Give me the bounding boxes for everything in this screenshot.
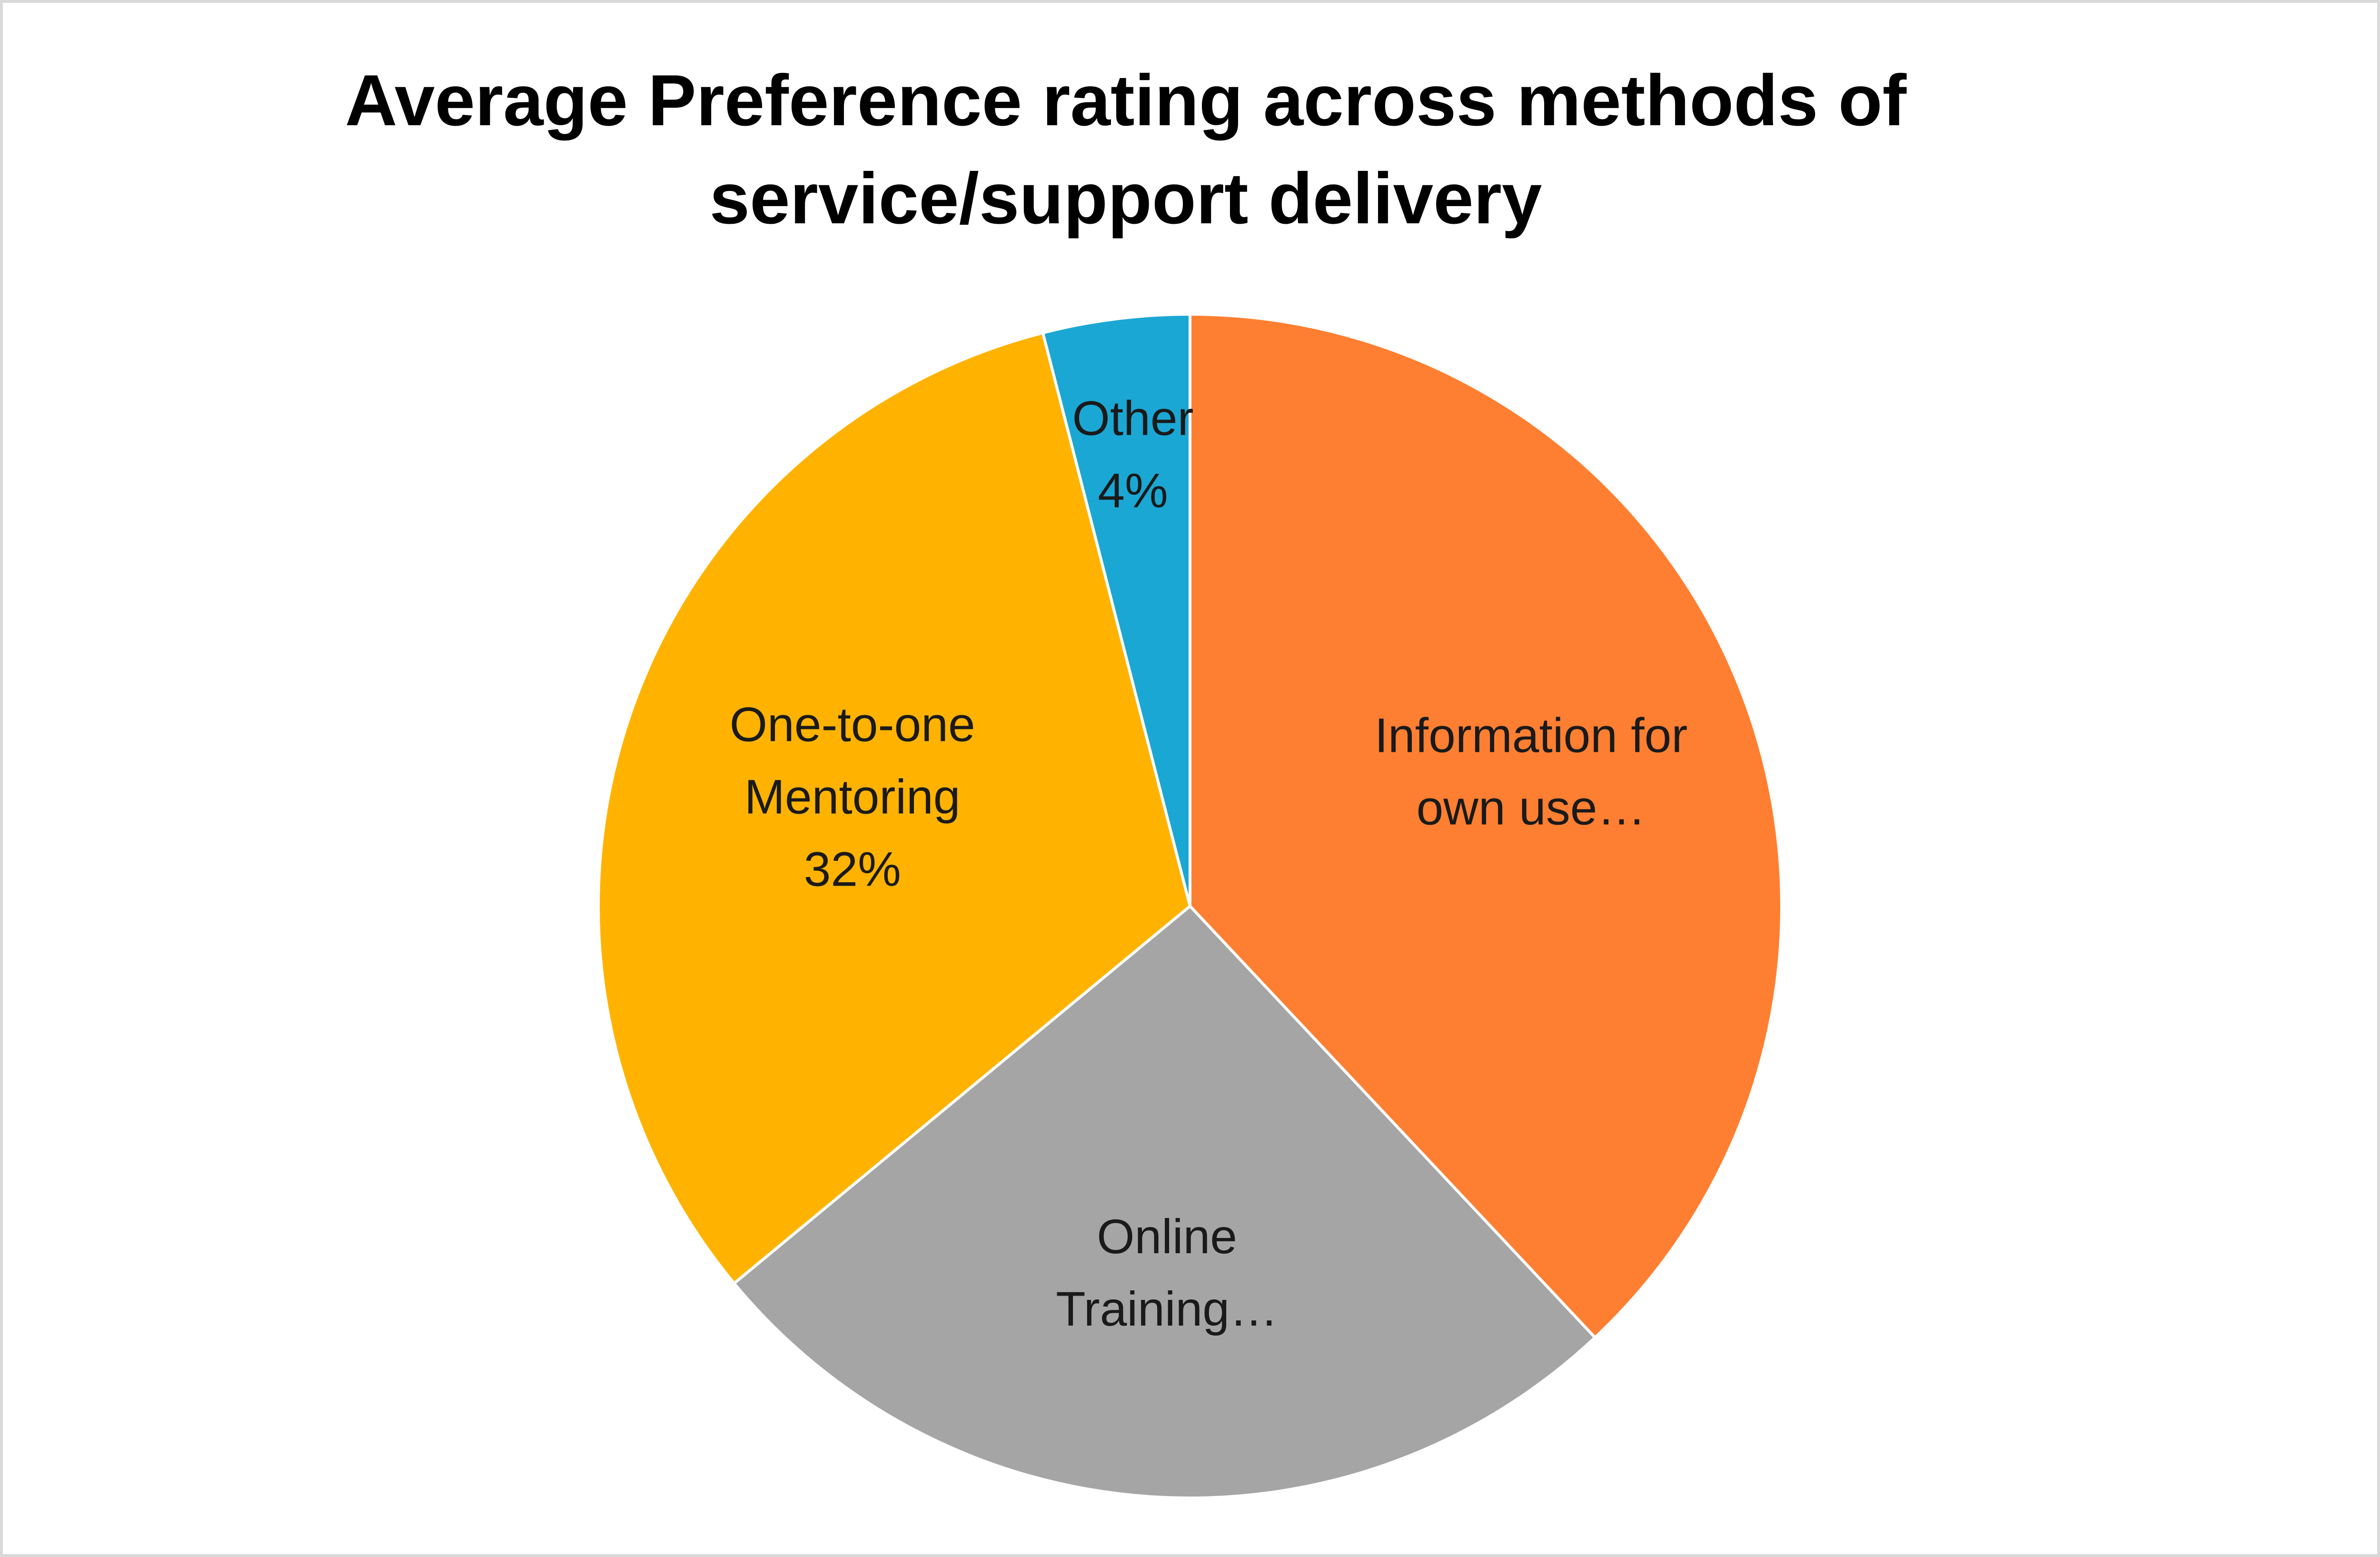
slice-label-0: Information for own use… [1375,708,1688,835]
pie-slice-2 [597,331,1192,1286]
slice-label-2-line-0: One-to-one [730,698,975,752]
slice-label-3: Other 4% [1072,391,1193,518]
slice-label-2: One-to-one Mentoring 32% [730,698,975,897]
slice-label-1-line-0: Online [1097,1209,1237,1264]
pie-slice-0 [1189,312,1783,1340]
chart-title-line-2: service/support delivery [709,158,1542,239]
slice-label-3-line-0: Other [1072,391,1193,445]
pie-slice-1 [732,904,1597,1499]
slice-label-3-line-1: 4% [1098,463,1168,518]
slice-label-2-line-2: 32% [804,842,901,897]
slice-label-1-line-1: Training… [1056,1282,1278,1336]
chart-title: Average Preference rating across methods… [0,51,2251,248]
slice-label-0-line-0: Information for [1375,708,1688,762]
chart-title-line-1: Average Preference rating across methods… [345,60,1907,141]
slice-label-2-line-1: Mentoring [744,770,961,824]
slice-label-1: Online Training… [1056,1209,1278,1336]
slice-label-0-line-1: own use… [1417,780,1646,835]
pie-slice-3 [1041,312,1191,907]
